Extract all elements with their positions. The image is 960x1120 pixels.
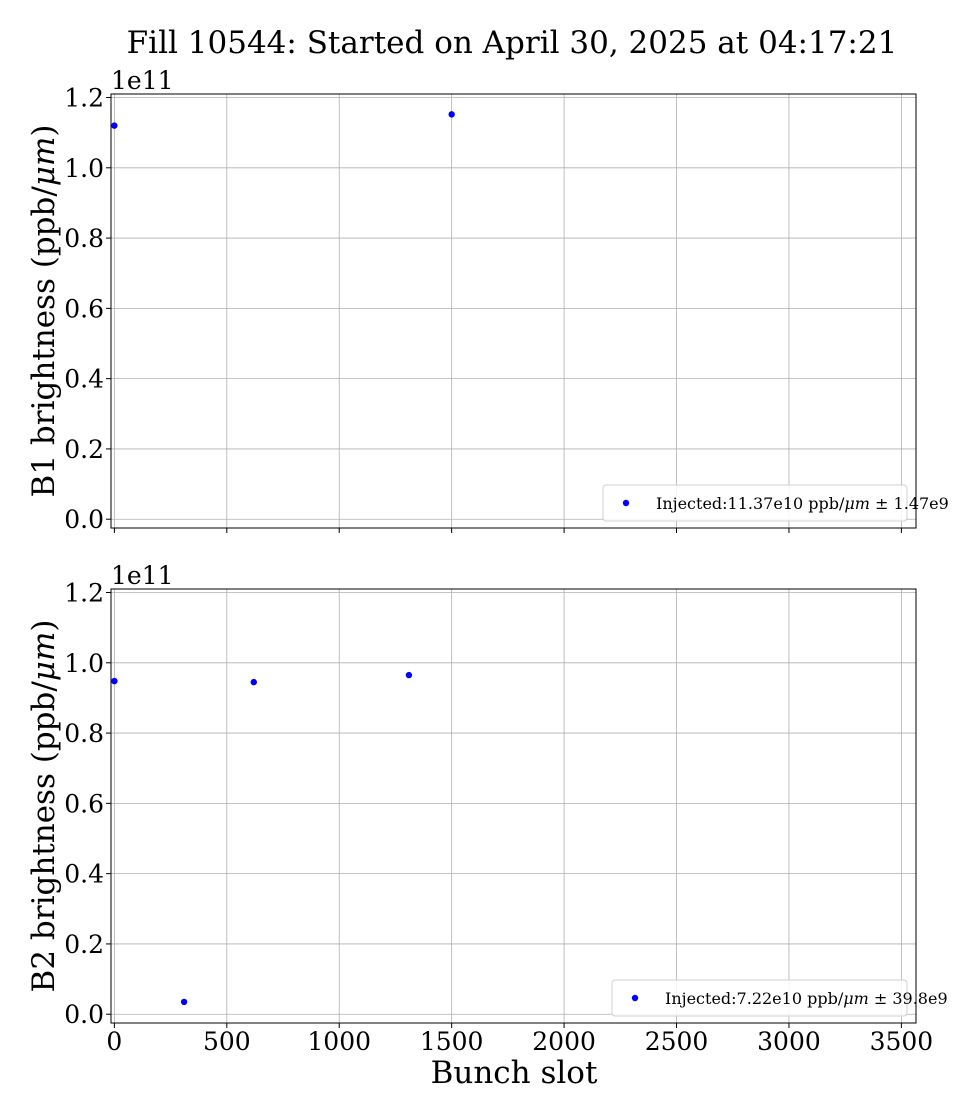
- data-point: [405, 671, 413, 679]
- y-tick-label: 0.8: [64, 224, 104, 253]
- y-tick-label: 0.2: [64, 930, 104, 959]
- x-tick-label: 2000: [532, 1027, 596, 1056]
- y-tick-label: 0.8: [64, 719, 104, 748]
- y-tick-label: 0.4: [64, 860, 104, 889]
- y-axis-label: B1 brightness (ppb/μm): [26, 125, 62, 498]
- panel-2: 0 500 1000 1500 2000 2500 3000 3500 0.0 0.2 0.4 0.6…: [26, 561, 948, 1056]
- legend-label: Injected:7.22e10 ppb/μm ± 39.8e9: [665, 989, 948, 1008]
- legend-label: Injected:11.37e10 ppb/μm ± 1.47e9: [656, 494, 949, 513]
- figure-title: Fill 10544: Started on April 30, 2025 at…: [127, 25, 898, 61]
- x-axis-label: Bunch slot: [431, 1055, 598, 1091]
- x-tick-label: 2500: [645, 1027, 709, 1056]
- legend-marker: [631, 994, 639, 1002]
- legend: Injected:7.22e10 ppb/μm ± 39.8e9: [611, 979, 948, 1017]
- x-tick-label: 1500: [420, 1027, 484, 1056]
- y-tick-label: 0.6: [64, 294, 104, 323]
- y-tick-label: 0.6: [64, 789, 104, 818]
- y-tick-label: 1.2: [64, 84, 104, 113]
- y-offset-label: 1e11: [111, 66, 174, 95]
- x-tick-label: 3000: [757, 1027, 821, 1056]
- x-tick-label: 500: [203, 1027, 251, 1056]
- x-tick-label: 1000: [307, 1027, 371, 1056]
- axes-frame: [110, 93, 917, 529]
- data-point: [111, 677, 118, 685]
- legend-box: [611, 979, 908, 1017]
- x-tick-label: 0: [106, 1027, 122, 1056]
- legend-marker: [622, 499, 630, 507]
- x-tick-label: 3500: [870, 1027, 934, 1056]
- y-tick-label: 0.0: [64, 505, 104, 534]
- y-tick-label: 1.2: [64, 579, 104, 608]
- legend-box: [602, 484, 908, 522]
- legend: Injected:11.37e10 ppb/μm ± 1.47e9: [602, 484, 949, 522]
- y-tick-label: 0.2: [64, 435, 104, 464]
- y-offset-label: 1e11: [111, 561, 174, 590]
- data-point: [448, 111, 455, 118]
- y-axis-label: B2 brightness (ppb/μm): [26, 620, 62, 993]
- data-point: [250, 678, 257, 686]
- y-tick-label: 0.0: [64, 1000, 104, 1029]
- data-point: [111, 122, 118, 129]
- y-tick-label: 1.0: [64, 649, 104, 678]
- data-point: [180, 998, 188, 1006]
- y-tick-label: 0.4: [64, 365, 104, 394]
- y-tick-label: 1.0: [64, 154, 104, 183]
- axes-frame: [110, 588, 917, 1024]
